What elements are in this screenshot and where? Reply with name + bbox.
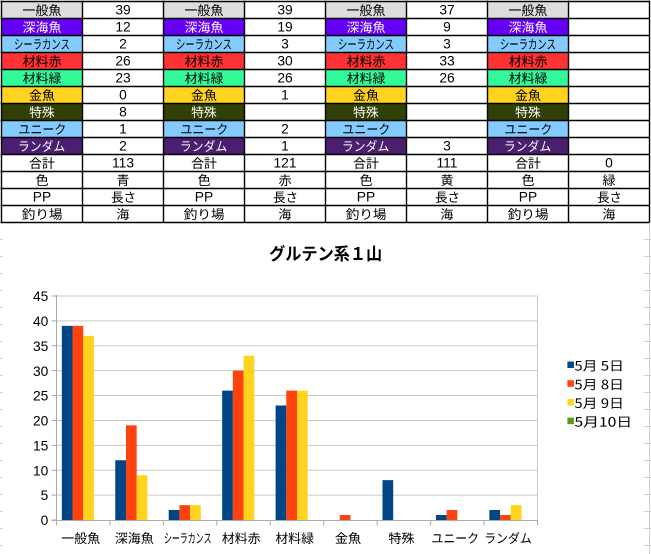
- svg-text:PP: PP: [519, 190, 537, 205]
- svg-text:20: 20: [33, 414, 49, 429]
- svg-text:121: 121: [273, 156, 296, 171]
- svg-text:2: 2: [119, 37, 127, 52]
- svg-text:PP: PP: [195, 190, 213, 205]
- svg-text:2: 2: [119, 139, 127, 154]
- svg-text:40: 40: [33, 314, 49, 329]
- svg-text:5: 5: [41, 488, 49, 503]
- svg-text:113: 113: [112, 156, 134, 171]
- svg-text:37: 37: [439, 3, 454, 18]
- svg-text:2: 2: [281, 122, 289, 137]
- svg-text:PP: PP: [33, 190, 51, 205]
- svg-text:26: 26: [115, 54, 131, 69]
- svg-text:1: 1: [281, 88, 289, 103]
- svg-text:3: 3: [443, 139, 451, 154]
- svg-text:PP: PP: [357, 190, 375, 205]
- svg-text:26: 26: [439, 71, 455, 86]
- svg-text:39: 39: [115, 3, 131, 18]
- svg-text:9: 9: [443, 20, 451, 35]
- svg-text:0: 0: [119, 88, 127, 103]
- svg-text:35: 35: [33, 339, 49, 354]
- svg-text:15: 15: [33, 438, 49, 453]
- svg-text:1: 1: [281, 139, 289, 154]
- svg-text:26: 26: [277, 71, 293, 86]
- svg-text:25: 25: [33, 389, 49, 404]
- svg-text:3: 3: [443, 37, 451, 52]
- svg-text:10: 10: [33, 463, 49, 478]
- svg-text:111: 111: [437, 156, 458, 171]
- svg-text:1: 1: [119, 122, 127, 137]
- svg-text:0: 0: [41, 513, 49, 528]
- svg-text:8: 8: [119, 105, 127, 120]
- svg-text:39: 39: [277, 3, 293, 18]
- svg-text:12: 12: [115, 20, 130, 35]
- svg-text:3: 3: [281, 37, 289, 52]
- svg-text:19: 19: [277, 20, 293, 35]
- svg-text:33: 33: [439, 54, 455, 69]
- svg-text:45: 45: [33, 289, 49, 304]
- svg-text:30: 30: [277, 54, 293, 69]
- svg-text:0: 0: [605, 156, 613, 171]
- svg-text:30: 30: [33, 364, 49, 379]
- svg-text:23: 23: [115, 71, 131, 86]
